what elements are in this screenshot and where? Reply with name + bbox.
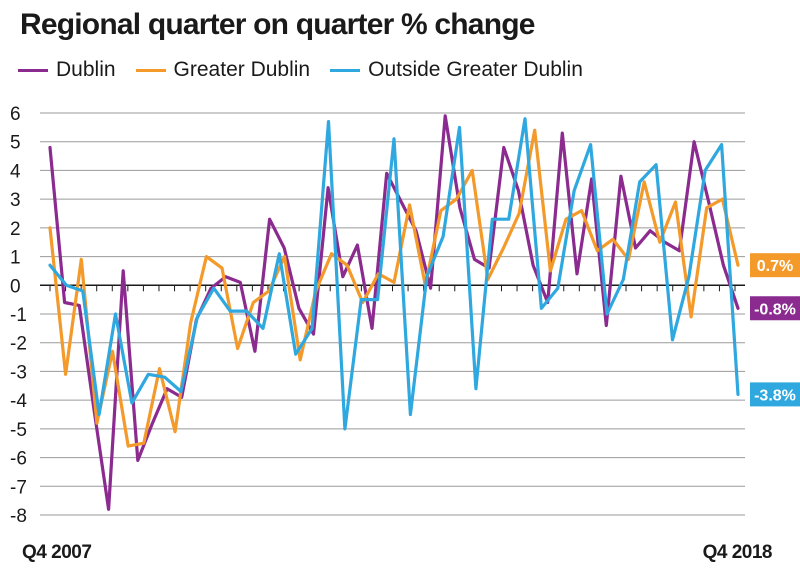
legend-item-dublin: Dublin	[18, 58, 116, 82]
y-tick-label: -1	[10, 305, 27, 326]
y-tick-label: 3	[10, 190, 21, 211]
legend-item-outside-greater-dublin: Outside Greater Dublin	[330, 58, 583, 82]
legend-swatch-outside-greater-dublin	[330, 68, 361, 72]
end-label-box	[750, 382, 800, 407]
legend-swatch-dublin	[18, 68, 48, 72]
y-tick-label: -2	[10, 334, 27, 355]
chart-legend: Dublin Greater Dublin Outside Greater Du…	[18, 58, 603, 82]
y-tick-label: -3	[10, 362, 27, 383]
series-line-greater-dublin	[48, 128, 740, 448]
legend-label-greater-dublin: Greater Dublin	[173, 58, 311, 81]
x-end-label: Q4 2018	[703, 542, 772, 563]
y-tick-label: -4	[10, 391, 27, 412]
y-tick-label: 0	[10, 276, 21, 297]
y-tick-label: -6	[10, 449, 27, 470]
legend-item-greater-dublin: Greater Dublin	[135, 58, 311, 82]
y-tick-label: -8	[10, 506, 27, 527]
y-tick-label: -7	[10, 477, 27, 498]
end-label-text: -3.8%	[754, 387, 796, 404]
series-line-outside-greater-dublin	[48, 117, 740, 431]
end-label-text: 0.7%	[757, 258, 793, 275]
y-tick-label: 6	[10, 104, 21, 125]
series-line-dublin	[48, 114, 740, 511]
gridlines	[40, 112, 745, 516]
y-tick-label: 5	[10, 133, 21, 154]
end-labels: -0.8% 0.7% -3.8%	[750, 253, 800, 407]
end-label-greater-dublin: 0.7%	[750, 253, 800, 278]
y-tick-label: 2	[10, 219, 21, 240]
x-start-label: Q4 2007	[22, 542, 91, 563]
end-label-text: -0.8%	[754, 301, 796, 318]
end-label-box	[750, 296, 800, 321]
legend-label-dublin: Dublin	[56, 58, 116, 81]
y-tick-label: 4	[10, 161, 21, 182]
series-lines	[48, 114, 740, 511]
y-tick-label: 1	[10, 248, 21, 269]
y-axis: 6 5 4 3 2 1 0 -1 -2 -3 -4 -5 -6 -7 -8	[10, 104, 27, 527]
chart-title: Regional quarter on quarter % change	[20, 8, 535, 41]
legend-swatch-greater-dublin	[135, 68, 166, 72]
legend-label-outside-greater-dublin: Outside Greater Dublin	[368, 58, 583, 81]
end-label-dublin: -0.8%	[750, 296, 800, 321]
y-tick-label: -5	[10, 420, 27, 441]
end-label-box	[750, 253, 800, 278]
end-label-outside-greater-dublin: -3.8%	[750, 382, 800, 407]
zero-axis	[40, 284, 745, 292]
